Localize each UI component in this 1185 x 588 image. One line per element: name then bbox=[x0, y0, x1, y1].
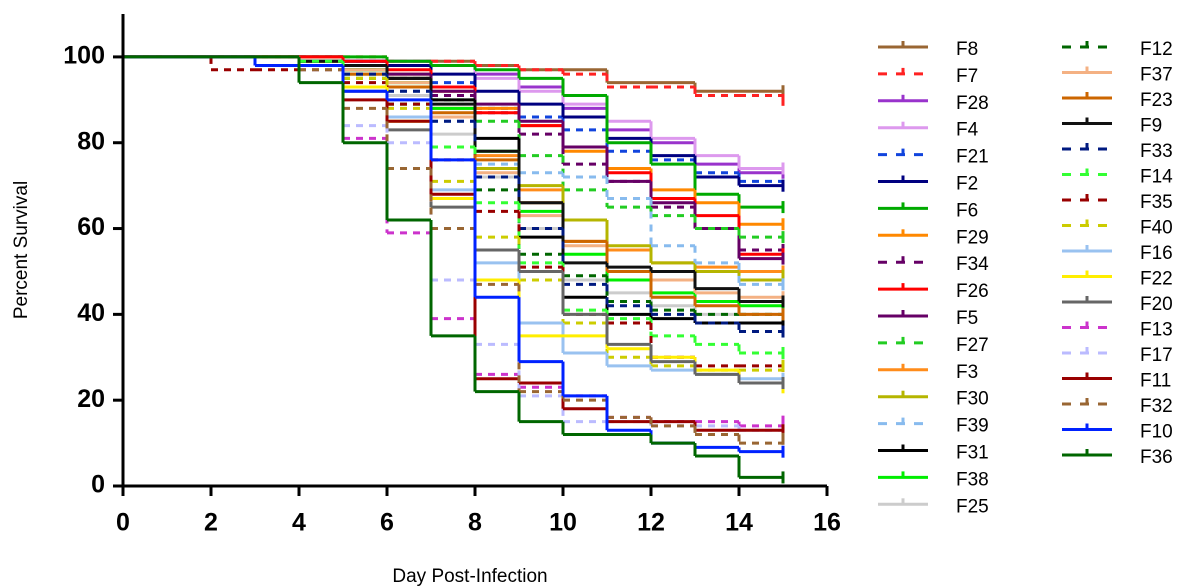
legend-label: F25 bbox=[956, 496, 989, 517]
legend-label: F22 bbox=[1140, 269, 1173, 290]
legend-label: F5 bbox=[956, 308, 978, 329]
y-tick-label: 40 bbox=[77, 299, 105, 327]
legend-label: F31 bbox=[956, 443, 989, 464]
legend-item: F33 bbox=[1062, 141, 1173, 162]
legend-item: F8 bbox=[878, 39, 978, 60]
legend-item: F25 bbox=[878, 496, 989, 517]
legend-item: F29 bbox=[878, 227, 989, 248]
survival-curve bbox=[123, 55, 785, 445]
legend-item: F10 bbox=[1062, 422, 1173, 443]
legend-item: F7 bbox=[878, 66, 978, 87]
x-tick-label: 14 bbox=[725, 509, 753, 537]
x-tick-label: 12 bbox=[637, 509, 665, 537]
legend-label: F28 bbox=[956, 93, 989, 114]
legend-item: F14 bbox=[1062, 167, 1173, 188]
legend-item: F22 bbox=[1062, 269, 1173, 290]
legend-item: F4 bbox=[878, 120, 979, 141]
survival-curve bbox=[123, 55, 785, 244]
legend-label: F3 bbox=[956, 362, 978, 383]
legend-item: F17 bbox=[1062, 345, 1173, 366]
y-tick-label: 80 bbox=[77, 127, 105, 155]
plot-area bbox=[123, 55, 785, 484]
legend-label: F37 bbox=[1140, 65, 1173, 86]
y-tick-label: 20 bbox=[77, 385, 105, 413]
legend-label: F11 bbox=[1140, 371, 1171, 392]
legend-label: F32 bbox=[1140, 396, 1173, 417]
legend-item: F20 bbox=[1062, 294, 1173, 315]
legend-item: F26 bbox=[878, 281, 989, 302]
legend-label: F7 bbox=[956, 66, 978, 87]
legend-label: F16 bbox=[1140, 243, 1173, 264]
legend-label: F2 bbox=[956, 174, 978, 195]
legend-item: F30 bbox=[878, 389, 989, 410]
legend-label: F17 bbox=[1140, 345, 1173, 366]
x-tick-label: 4 bbox=[292, 509, 306, 537]
x-tick-label: 8 bbox=[468, 509, 482, 537]
legend-label: F34 bbox=[956, 254, 989, 275]
legend-label: F26 bbox=[956, 281, 989, 302]
legend-label: F8 bbox=[956, 39, 978, 60]
legend-label: F6 bbox=[956, 200, 978, 221]
legend-item: F40 bbox=[1062, 218, 1173, 239]
survival-curve bbox=[123, 55, 785, 308]
y-tick-label: 0 bbox=[91, 471, 105, 499]
x-tick-label: 6 bbox=[380, 509, 394, 537]
legend-label: F29 bbox=[956, 227, 989, 248]
x-axis-title: Day Post-Infection bbox=[392, 566, 547, 587]
legend-item: F16 bbox=[1062, 243, 1173, 264]
legend-label: F27 bbox=[956, 335, 989, 356]
legend-item: F35 bbox=[1062, 192, 1173, 213]
legend-label: F10 bbox=[1140, 422, 1173, 443]
legend-label: F23 bbox=[1140, 90, 1173, 111]
legend-item: F31 bbox=[878, 443, 989, 464]
x-tick-label: 2 bbox=[204, 509, 218, 537]
legend-label: F14 bbox=[1140, 167, 1173, 188]
legend-item: F28 bbox=[878, 93, 989, 114]
survival-curve bbox=[123, 55, 785, 192]
survival-curve bbox=[123, 55, 785, 192]
legend-label: F38 bbox=[956, 469, 989, 490]
legend-item: F3 bbox=[878, 362, 978, 383]
y-axis-title: Percent Survival bbox=[11, 181, 32, 319]
legend-item: F12 bbox=[1062, 39, 1173, 60]
legend-label: F4 bbox=[956, 120, 979, 141]
legend-item: F39 bbox=[878, 416, 989, 437]
legend-label: F12 bbox=[1140, 39, 1173, 60]
legend-item: F27 bbox=[878, 335, 989, 356]
legend-item: F2 bbox=[878, 174, 978, 195]
survival-curve bbox=[123, 55, 785, 312]
legend-item: F6 bbox=[878, 200, 978, 221]
y-tick-label: 100 bbox=[63, 42, 105, 70]
legend-label: F20 bbox=[1140, 294, 1173, 315]
legend-item: F23 bbox=[1062, 90, 1173, 111]
legend-label: F35 bbox=[1140, 192, 1173, 213]
legend-label: F30 bbox=[956, 389, 989, 410]
legend-item: F37 bbox=[1062, 65, 1173, 86]
legend-label: F39 bbox=[956, 416, 989, 437]
legend-item: F11 bbox=[1062, 371, 1171, 392]
legend-item: F9 bbox=[1062, 116, 1162, 137]
survival-curve bbox=[123, 55, 785, 304]
x-tick-label: 0 bbox=[116, 509, 130, 537]
legend-item: F34 bbox=[878, 254, 989, 275]
y-tick-label: 60 bbox=[77, 213, 105, 241]
legend-label: F33 bbox=[1140, 141, 1173, 162]
legend-label: F21 bbox=[956, 147, 989, 168]
legend-item: F5 bbox=[878, 308, 978, 329]
legend-item: F21 bbox=[878, 147, 989, 168]
survival-curve bbox=[123, 55, 785, 390]
legend-label: F36 bbox=[1140, 447, 1173, 468]
legend-label: F13 bbox=[1140, 320, 1173, 341]
x-tick-label: 10 bbox=[549, 509, 577, 537]
survival-curve bbox=[123, 55, 785, 214]
legend-label: F9 bbox=[1140, 116, 1162, 137]
legend-item: F32 bbox=[1062, 396, 1173, 417]
x-tick-label: 16 bbox=[813, 509, 841, 537]
legend-item: F36 bbox=[1062, 447, 1173, 468]
survival-curve bbox=[123, 55, 785, 484]
legend-item: F13 bbox=[1062, 320, 1173, 341]
legend-item: F38 bbox=[878, 469, 989, 490]
legend-label: F40 bbox=[1140, 218, 1173, 239]
